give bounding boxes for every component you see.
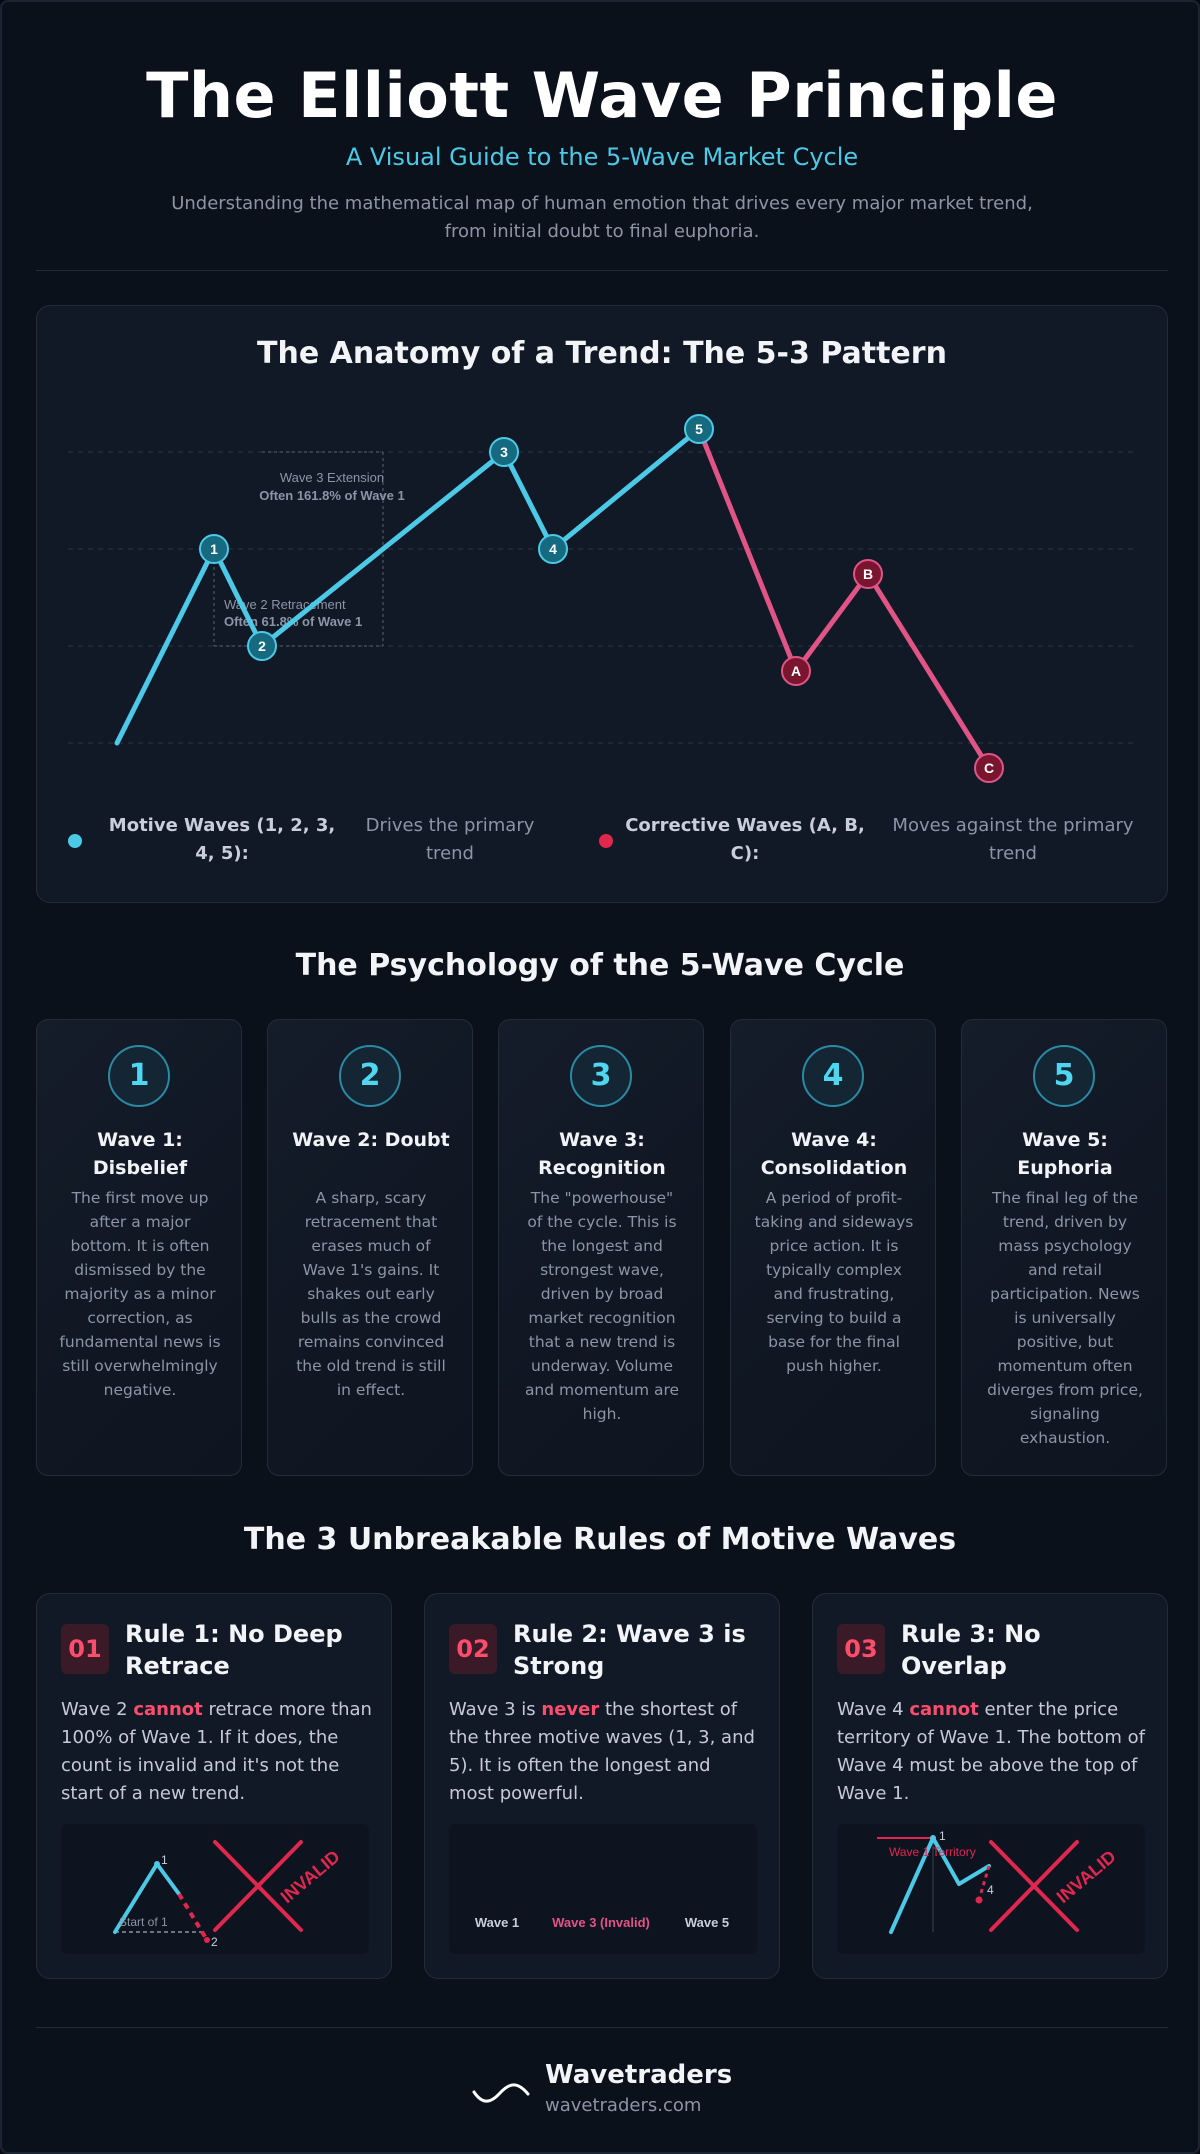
intro-text: Understanding the mathematical map of hu… xyxy=(171,193,1033,242)
chart-grid xyxy=(68,451,1136,744)
rule-2-illustration: Wave 1 Wave 3 (Invalid) Wave 5 xyxy=(449,1824,757,1954)
wave3-annotation-title: Wave 3 Extension xyxy=(280,470,384,485)
page-title: The Elliott Wave Principle xyxy=(146,59,1058,132)
rule-text: Wave 3 is never the shortest of the thre… xyxy=(449,1699,755,1804)
rule-card-1: 01 Rule 1: No Deep Retrace Wave 2 cannot… xyxy=(36,1593,392,1979)
motive-line xyxy=(889,1836,991,1934)
wave-1-marker: 1 xyxy=(199,534,229,564)
wave-card-1: 1 Wave 1: Disbelief The first move up af… xyxy=(36,1019,242,1476)
rule-emphasis: cannot xyxy=(909,1699,979,1720)
label-1: 1 xyxy=(939,1829,946,1843)
svg-text:5: 5 xyxy=(695,421,703,437)
wave-card-body: The final leg of the trend, driven by ma… xyxy=(987,1189,1143,1447)
rule-1-illustration: 1 2 Start of 1 INVALID xyxy=(61,1824,369,1954)
wave-1-point xyxy=(154,1861,160,1867)
rule-text: Wave 4 cannot enter the price territory … xyxy=(837,1699,1145,1804)
bar-label-wave-1: Wave 1 xyxy=(475,1915,519,1930)
wave-5-marker: 5 xyxy=(684,414,714,444)
header-divider xyxy=(36,270,1168,271)
bar-label-wave-5: Wave 5 xyxy=(685,1915,729,1930)
rule-title: Rule 3: No Overlap xyxy=(901,1620,1041,1680)
invalid-x-icon xyxy=(989,1840,1079,1932)
wave-card-title: Wave 5: Euphoria xyxy=(1017,1129,1113,1179)
corrective-legend-label: Corrective Waves (A, B, C): xyxy=(625,815,865,864)
wave-chart: Wave 3 Extension Often 161.8% of Wave 1 … xyxy=(68,414,1136,783)
wave-logo-icon xyxy=(472,2083,530,2103)
wave-card-3: 3 Wave 3: Recognition The "powerhouse" o… xyxy=(498,1019,704,1476)
rule-card-2: 02 Rule 2: Wave 3 is Strong Wave 3 is ne… xyxy=(424,1593,780,1979)
wave-1-point xyxy=(930,1835,936,1841)
wave-card-body: A period of profit-taking and sideways p… xyxy=(754,1189,914,1375)
label-2: 2 xyxy=(211,1935,218,1949)
motive-wave-line xyxy=(114,426,702,746)
rule-emphasis: never xyxy=(541,1699,600,1720)
wave-card-body: The first move up after a major bottom. … xyxy=(59,1189,221,1399)
motive-legend-label: Motive Waves (1, 2, 3, 4, 5): xyxy=(108,815,336,864)
wave-number-badge: 1 xyxy=(108,1045,170,1107)
wave-a-marker: A xyxy=(781,656,811,686)
rule-emphasis: cannot xyxy=(133,1699,203,1720)
rule-text: Wave 2 cannot retrace more than 100% of … xyxy=(61,1699,372,1804)
svg-text:3: 3 xyxy=(500,444,508,460)
wave-3-marker: 3 xyxy=(489,437,519,467)
rule-card-3: 03 Rule 3: No Overlap Wave 4 cannot ente… xyxy=(812,1593,1168,1979)
svg-text:C: C xyxy=(984,760,994,776)
invalid-retrace-line xyxy=(177,1892,209,1942)
footer-url[interactable]: wavetraders.com xyxy=(545,2095,702,2116)
wave-card-body: A sharp, scary retracement that erases m… xyxy=(296,1189,446,1399)
wave3-annotation-value: Often 161.8% of Wave 1 xyxy=(259,488,404,503)
rule-number-badge: 03 xyxy=(837,1624,885,1674)
wave-b-marker: B xyxy=(853,559,883,589)
wave-2-marker: 2 xyxy=(247,631,277,661)
wave-card-body: The "powerhouse" of the cycle. This is t… xyxy=(524,1189,680,1423)
wave-card-2: 2 Wave 2: Doubt A sharp, scary retraceme… xyxy=(267,1019,473,1476)
wave-number-badge: 2 xyxy=(339,1045,401,1107)
svg-text:A: A xyxy=(791,663,801,679)
rule-number-badge: 02 xyxy=(449,1624,497,1674)
invalid-x-icon xyxy=(213,1840,303,1932)
wave-card-title: Wave 1: Disbelief xyxy=(92,1129,188,1179)
anatomy-card: The Anatomy of a Trend: The 5-3 Pattern xyxy=(36,305,1168,903)
overlap-line xyxy=(977,1865,991,1901)
rule-3-illustration: 1 4 Wave 1 Territory INVALID xyxy=(837,1824,1145,1954)
psychology-title: The Psychology of the 5-Wave Cycle xyxy=(295,948,905,983)
chart-legend: Motive Waves (1, 2, 3, 4, 5): Drives the… xyxy=(36,810,1168,870)
svg-text:4: 4 xyxy=(549,541,557,557)
corrective-legend-desc: Moves against the primary trend xyxy=(892,815,1134,864)
label-start: Start of 1 xyxy=(119,1915,168,1929)
wave-number-badge: 3 xyxy=(570,1045,632,1107)
footer-brand: Wavetraders xyxy=(545,2060,733,2090)
motive-legend-dot xyxy=(68,834,82,848)
wave-card-5: 5 Wave 5: Euphoria The final leg of the … xyxy=(961,1019,1167,1476)
rules-title: The 3 Unbreakable Rules of Motive Waves xyxy=(243,1522,957,1557)
label-4: 4 xyxy=(987,1883,994,1897)
svg-text:B: B xyxy=(863,566,873,582)
motive-legend-desc: Drives the primary trend xyxy=(365,815,535,864)
wave-2-point xyxy=(204,1937,210,1943)
footer-divider xyxy=(36,2027,1168,2028)
label-1: 1 xyxy=(161,1853,168,1867)
corrective-legend-dot xyxy=(599,834,613,848)
territory-label: Wave 1 Territory xyxy=(889,1845,976,1859)
wave-card-title: Wave 4: Consolidation xyxy=(760,1129,908,1179)
bar-label-wave-3: Wave 3 (Invalid) xyxy=(552,1915,650,1930)
rule-title: Rule 1: No Deep Retrace xyxy=(125,1620,343,1680)
svg-text:1: 1 xyxy=(210,541,218,557)
corrective-wave-line xyxy=(696,426,992,771)
wave-4-point xyxy=(975,1896,983,1904)
wave-card-title: Wave 3: Recognition xyxy=(538,1129,666,1179)
page-subtitle: A Visual Guide to the 5-Wave Market Cycl… xyxy=(345,143,859,171)
wave-number-badge: 4 xyxy=(802,1045,864,1107)
wave-number-badge: 5 xyxy=(1033,1045,1095,1107)
wave-card-4: 4 Wave 4: Consolidation A period of prof… xyxy=(730,1019,936,1476)
svg-text:2: 2 xyxy=(258,638,266,654)
wave-card-title: Wave 2: Doubt xyxy=(292,1129,450,1151)
anatomy-title: The Anatomy of a Trend: The 5-3 Pattern xyxy=(257,336,947,371)
rule-title: Rule 2: Wave 3 is Strong xyxy=(513,1620,746,1680)
wave-c-marker: C xyxy=(974,753,1004,783)
rule-number-badge: 01 xyxy=(61,1624,109,1674)
header: The Elliott Wave Principle A Visual Guid… xyxy=(2,58,1200,246)
wave-4-marker: 4 xyxy=(538,534,568,564)
